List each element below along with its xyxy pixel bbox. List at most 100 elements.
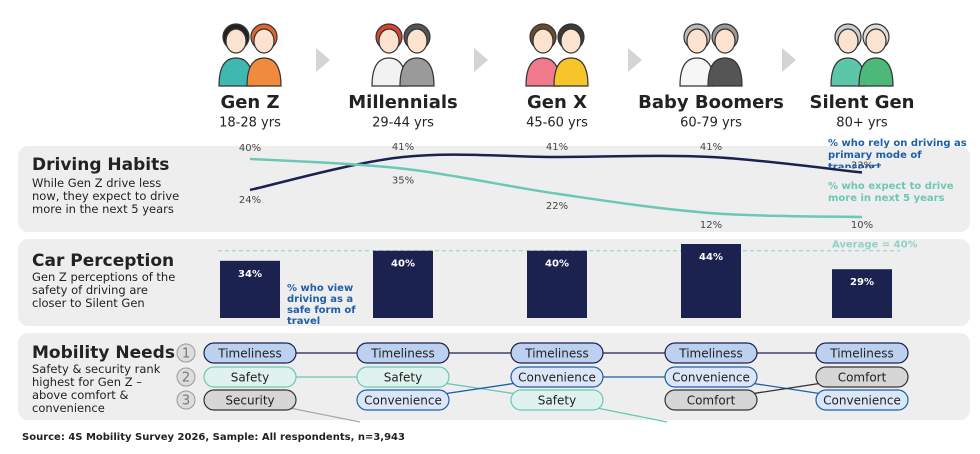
generation-name: Baby Boomers — [638, 92, 784, 113]
label: % who view driving as a safe form of tra… — [287, 283, 356, 327]
person-face — [253, 28, 275, 54]
need-pill — [203, 366, 297, 388]
label: % who expect to drive more in next 5 yea… — [828, 181, 954, 204]
generation-ages: 18-28 yrs — [219, 116, 281, 131]
generation-name: Silent Gen — [810, 92, 915, 113]
bar — [681, 244, 741, 318]
person-body — [246, 57, 282, 87]
generation-name: Gen Z — [220, 92, 279, 113]
person-face — [714, 28, 736, 54]
person-body — [399, 57, 435, 87]
generation-ages: 29-44 yrs — [372, 116, 434, 131]
need-pill — [510, 389, 604, 411]
need-pill — [203, 389, 297, 411]
value-label: 29% — [850, 277, 874, 288]
label-box: % who expect to drive more in next 5 yea… — [828, 181, 954, 204]
label: % who rely on driving as primary mode of… — [828, 138, 967, 168]
person-body — [707, 57, 743, 87]
person-face — [837, 28, 859, 54]
source: Source: 4S Mobility Survey 2026, Sample:… — [22, 432, 405, 443]
need-pill — [510, 366, 604, 388]
value-label: 40% — [545, 259, 569, 270]
person-body — [858, 57, 894, 87]
value-label: 12% — [700, 220, 722, 231]
need-pill — [664, 366, 758, 388]
rank-circle — [176, 343, 196, 363]
panel-subtitle: Gen Z perceptions of the safety of drivi… — [32, 271, 176, 310]
value-label: 33% — [851, 160, 873, 171]
rank-circle — [176, 367, 196, 387]
value-label: 40% — [391, 259, 415, 270]
panel-title: Driving Habits — [32, 155, 169, 175]
value-label: 35% — [392, 176, 414, 187]
label-box: % who rely on driving as primary mode of… — [828, 138, 967, 168]
subtitle-box: While Gen Z drive less now, they expect … — [32, 177, 180, 216]
rank-circle — [176, 390, 196, 410]
need-label: Timeliness — [678, 347, 743, 361]
generation-ages: 80+ yrs — [836, 116, 888, 131]
need-pill — [664, 342, 758, 364]
need-label: Safety — [231, 371, 269, 385]
need-label: Timeliness — [217, 347, 282, 361]
rank: 3 — [182, 394, 190, 409]
panel-subtitle: While Gen Z drive less now, they expect … — [32, 177, 180, 216]
generation-name: Millennials — [348, 92, 457, 113]
panel-subtitle: Safety & security rank highest for Gen Z… — [32, 363, 161, 415]
bar — [832, 269, 892, 318]
subtitle-box: Safety & security rank highest for Gen Z… — [32, 363, 161, 415]
need-label: Timeliness — [829, 347, 894, 361]
value-label: 22% — [546, 201, 568, 212]
need-label: Convenience — [823, 394, 901, 408]
value-label: 44% — [699, 252, 723, 263]
need-pill — [203, 342, 297, 364]
need-pill — [356, 389, 450, 411]
label-box: % who view driving as a safe form of tra… — [287, 283, 356, 327]
panel-title: Mobility Needs — [32, 343, 175, 363]
need-pill — [664, 389, 758, 411]
need-label: Timeliness — [370, 347, 435, 361]
line — [249, 153, 863, 192]
person-face — [532, 28, 554, 54]
generation-ages: 45-60 yrs — [526, 116, 588, 131]
person-face — [560, 28, 582, 54]
line — [249, 157, 863, 219]
need-pill — [815, 342, 909, 364]
average-label: Average = 40% — [832, 240, 918, 251]
need-label: Security — [225, 394, 274, 408]
need-label: Safety — [538, 394, 576, 408]
need-label: Convenience — [672, 371, 750, 385]
need-pill — [815, 366, 909, 388]
need-label: Comfort — [838, 371, 887, 385]
value-label: 10% — [851, 220, 873, 231]
need-label: Convenience — [518, 371, 596, 385]
arrow — [474, 48, 488, 72]
generation-ages: 60-79 yrs — [680, 116, 742, 131]
value-label: 41% — [546, 142, 568, 153]
person-face — [406, 28, 428, 54]
need-pill — [510, 342, 604, 364]
rank: 2 — [182, 371, 190, 386]
need-pill — [356, 342, 450, 364]
need-label: Timeliness — [524, 347, 589, 361]
subtitle-box: Gen Z perceptions of the safety of drivi… — [32, 271, 176, 310]
arrow — [628, 48, 642, 72]
need-pill — [356, 366, 450, 388]
value-label: 40% — [239, 143, 261, 154]
value-label: 24% — [239, 195, 261, 206]
value-label: 41% — [700, 142, 722, 153]
rank: 1 — [182, 347, 190, 362]
need-pill — [815, 389, 909, 411]
arrows — [316, 48, 796, 72]
panel — [18, 146, 970, 232]
person-face — [378, 28, 400, 54]
need-label: Safety — [384, 371, 422, 385]
person-face — [865, 28, 887, 54]
generation-name: Gen X — [527, 92, 587, 113]
bar — [220, 260, 280, 318]
person-face — [225, 28, 247, 54]
bar — [527, 250, 587, 318]
panel-title: Car Perception — [32, 251, 174, 271]
person-face — [686, 28, 708, 54]
need-label: Comfort — [687, 394, 736, 408]
